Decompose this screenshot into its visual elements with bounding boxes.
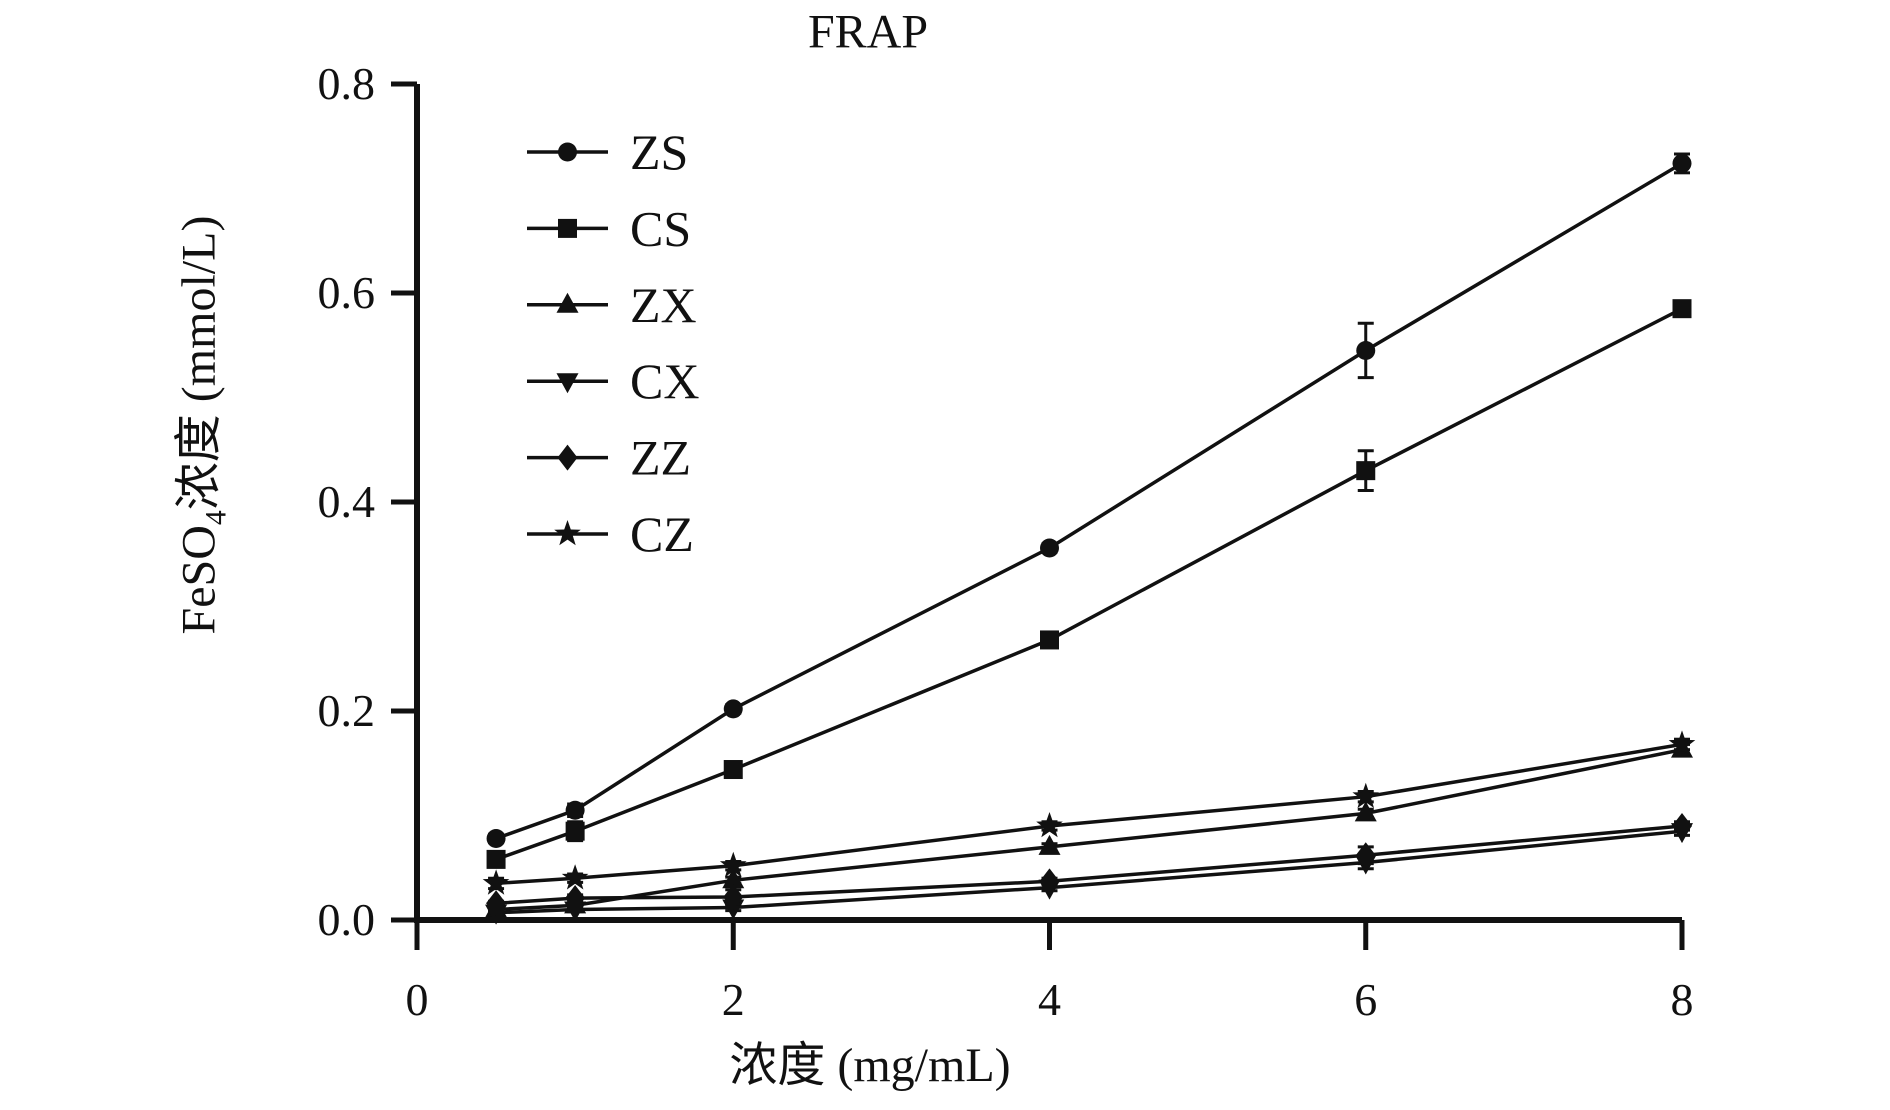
marker-circle-icon [486,828,506,848]
legend-label: CX [630,353,699,409]
marker-diamond-icon [1355,842,1376,869]
marker-square-icon [486,849,506,869]
series-line [495,307,1683,862]
marker-square-icon [565,821,585,841]
marker-star-icon [561,864,589,890]
legend-label: ZS [630,124,688,180]
marker-circle-icon [1040,538,1059,558]
series-CS [486,299,1692,869]
series-line [496,829,1683,915]
marker-triangle-up-icon [556,292,579,313]
x-tick-label: 8 [1671,974,1694,1025]
chart-title: FRAP [807,5,929,59]
marker-triangle-down-icon [556,373,579,394]
x-tick-label: 0 [406,974,429,1025]
y-axis-label-subscript: 4 [199,510,233,526]
legend-label: ZZ [630,430,691,486]
legend: ZS CS ZX CX ZZ CZ [527,124,699,562]
series-ZZ [486,812,1692,917]
y-axis-label-prefix: FeSO [172,525,226,635]
legend-item-ZS: ZS [527,124,688,180]
y-axis-ticks: 0.0 0.2 0.4 0.6 0.8 [318,58,417,945]
x-axis-ticks: 0 2 4 6 8 [406,920,1694,1025]
x-tick-label: 2 [722,974,745,1025]
legend-item-ZX: ZX [527,277,697,333]
marker-star-icon [1352,782,1380,808]
series-line [496,747,1683,912]
marker-star-icon [1036,812,1063,838]
marker-square-icon [723,760,743,780]
marker-square-icon [1672,299,1692,319]
y-axis-label-suffix: 浓度 (mmol/L) [172,215,226,511]
marker-circle-icon [1672,153,1692,173]
legend-label: CS [630,200,691,256]
series-CX [485,823,1693,925]
marker-square-icon [1356,461,1376,481]
marker-diamond-icon [565,885,586,912]
y-tick-label: 0.6 [318,267,376,318]
legend-item-CS: CS [527,200,691,256]
legend-label: CZ [630,506,694,562]
marker-star-icon [1668,730,1696,756]
y-axis-label: FeSO4浓度 (mmol/L) [159,216,234,635]
marker-star-icon [554,520,581,546]
legend-item-CZ: CZ [527,506,694,562]
y-tick-label: 0.2 [318,685,376,736]
series-line [495,161,1683,841]
y-tick-label: 0.4 [318,476,376,527]
marker-square-icon [1040,630,1059,650]
marker-diamond-icon [723,884,744,911]
marker-diamond-icon [1672,812,1692,839]
marker-square-icon [558,218,577,238]
y-tick-label: 0.0 [318,894,376,945]
series-ZX [485,737,1693,918]
marker-diamond-icon [1039,868,1060,895]
marker-circle-icon [1356,340,1376,360]
x-tick-label: 4 [1038,974,1061,1025]
marker-star-icon [482,869,510,895]
series-CZ [482,730,1696,895]
marker-diamond-icon [486,890,507,917]
marker-circle-icon [723,699,743,719]
marker-circle-icon [558,142,577,162]
marker-triangle-down-icon [564,901,587,922]
axes-spines [414,84,1682,923]
legend-label: ZX [630,277,697,333]
y-tick-label: 0.8 [318,58,376,109]
legend-item-CX: CX [527,353,699,409]
marker-triangle-up-icon [1038,834,1061,855]
series-ZS [486,152,1692,848]
marker-diamond-icon [557,444,578,471]
marker-triangle-up-icon [1354,801,1377,822]
marker-circle-icon [565,800,585,820]
series-line [495,824,1683,906]
series-line [495,742,1683,886]
marker-star-icon [719,851,747,877]
x-axis-label: 浓度 (mg/mL) [729,1039,1011,1092]
x-tick-label: 6 [1354,974,1377,1025]
marker-triangle-up-icon [722,868,745,889]
legend-item-ZZ: ZZ [527,430,691,486]
